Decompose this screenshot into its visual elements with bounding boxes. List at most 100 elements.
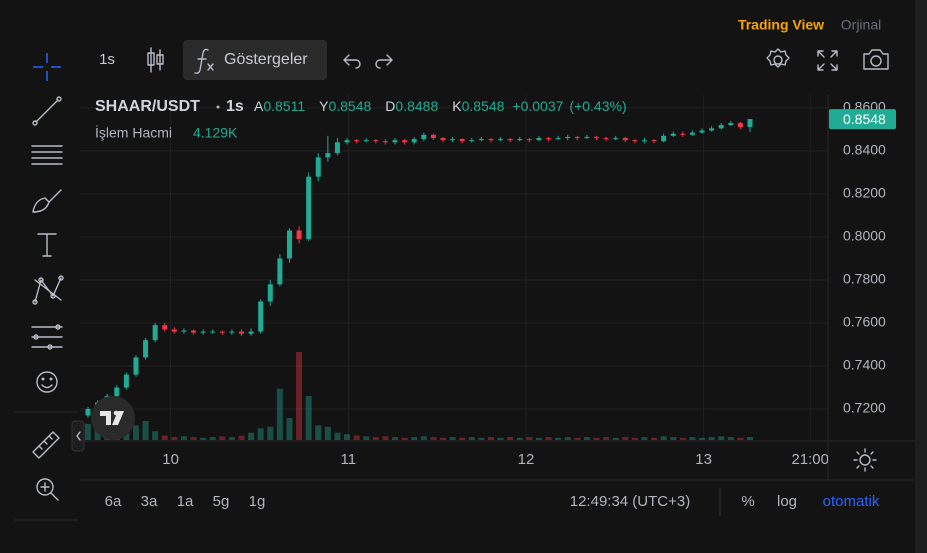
interval-button[interactable]: 1s: [99, 51, 115, 68]
range-button[interactable]: 5g: [213, 493, 230, 510]
candle-body: [354, 140, 360, 142]
volume-name: İşlem Hacmi: [95, 124, 172, 141]
candle-body: [334, 142, 340, 154]
candle-body: [258, 301, 264, 332]
candle-body: [622, 138, 628, 141]
volume-bar: [228, 437, 235, 440]
chart-type-button[interactable]: [147, 47, 164, 73]
emoji-tool[interactable]: [36, 371, 58, 393]
ohlc-value: 0.8548: [462, 98, 505, 114]
chart-interval: 1s: [226, 98, 244, 115]
volume-bar: [84, 423, 91, 440]
candle-body: [728, 122, 734, 126]
candle-body: [440, 138, 446, 141]
collapse-button[interactable]: [71, 420, 85, 452]
log-button[interactable]: log: [777, 493, 797, 510]
candles: [85, 119, 753, 418]
volume-bar: [238, 435, 245, 440]
volume-bar: [334, 432, 341, 440]
volume-bar: [737, 437, 744, 440]
original-link[interactable]: Orjinal: [841, 17, 881, 33]
volume-bar: [267, 426, 274, 440]
volume-bar: [219, 436, 226, 440]
volume-bar: [248, 432, 255, 440]
range-button[interactable]: 1a: [177, 493, 194, 510]
indicators-button[interactable]: [183, 40, 327, 80]
text-tool[interactable]: [37, 233, 57, 257]
redo-button[interactable]: [375, 54, 393, 69]
undo-button[interactable]: [343, 54, 361, 69]
candle-body: [344, 140, 350, 143]
candle-body: [507, 139, 513, 141]
volume-bar: [516, 437, 523, 440]
fib-tool[interactable]: [31, 145, 63, 165]
candle-body: [450, 139, 456, 141]
candle-body: [661, 135, 667, 142]
range-button[interactable]: 3a: [141, 493, 158, 510]
volume-bar: [622, 437, 629, 440]
candle-body: [546, 138, 552, 140]
volume-bar: [574, 437, 581, 440]
volume-bar: [670, 437, 677, 440]
ohlc-key: Y: [319, 98, 329, 114]
axis-settings-button[interactable]: [853, 448, 877, 472]
volume-bar: [142, 420, 149, 440]
candle-body: [526, 139, 532, 141]
candle-body: [517, 139, 523, 141]
candle-body: [613, 138, 619, 140]
candle-body: [430, 134, 436, 139]
left-toolbar: [14, 53, 85, 521]
candle-body: [114, 387, 120, 397]
trendline-tool[interactable]: [32, 96, 62, 126]
brush-tool[interactable]: [32, 189, 62, 213]
zoom-tool[interactable]: [36, 478, 59, 501]
volume-bar: [276, 388, 283, 440]
volume-bar: [564, 437, 571, 440]
range-button[interactable]: 6a: [105, 493, 122, 510]
volume-bar: [641, 437, 648, 440]
candle-body: [191, 330, 197, 333]
volume-bar: [487, 437, 494, 440]
y-tick-label: 0.7800: [843, 271, 886, 287]
volume-bar: [439, 437, 446, 440]
range-button[interactable]: 1g: [249, 493, 266, 510]
candle-body: [162, 325, 168, 330]
candle-body: [421, 134, 427, 140]
ohlc-legend: A0.8511 Y0.8548 D0.8488 K0.8548 +0.0037 (+0.4…: [254, 98, 627, 114]
crosshair-tool[interactable]: [33, 53, 61, 81]
collapse-arrow: [76, 431, 81, 441]
volume-bar: [689, 437, 696, 440]
ruler-tool[interactable]: [32, 431, 60, 459]
screenshot-button[interactable]: [863, 49, 889, 70]
ohlc-key: A: [254, 98, 264, 114]
pattern-tool[interactable]: [32, 275, 64, 305]
candle-body: [565, 136, 571, 139]
volume-bar: [679, 437, 686, 440]
tradingview-link[interactable]: Trading View: [738, 17, 824, 33]
volume-bar: [631, 437, 638, 440]
candle-body: [737, 122, 743, 128]
volume-bar: [363, 436, 370, 440]
auto-button[interactable]: otomatik: [823, 493, 880, 510]
indicators-label[interactable]: Göstergeler: [224, 51, 308, 68]
y-tick-label: 0.7200: [843, 400, 886, 416]
ohlc-value: 0.8488: [395, 98, 438, 114]
settings-button[interactable]: [766, 48, 790, 68]
forecast-tool[interactable]: [31, 324, 63, 350]
volume-bar: [180, 436, 187, 440]
y-tick-label: 0.8200: [843, 185, 886, 201]
volume-bar: [449, 437, 456, 440]
volume-bar: [161, 435, 168, 440]
candle-body: [718, 125, 724, 129]
volume-bar: [708, 437, 715, 440]
ohlc-value: 0.8511: [263, 98, 305, 114]
percent-button[interactable]: %: [741, 493, 754, 510]
candle-body: [267, 284, 273, 302]
volume-bar: [468, 437, 475, 440]
candle-body: [181, 330, 187, 332]
x-tick-label: 13: [695, 451, 712, 468]
candle-body: [392, 140, 398, 143]
fullscreen-button[interactable]: [817, 50, 838, 71]
